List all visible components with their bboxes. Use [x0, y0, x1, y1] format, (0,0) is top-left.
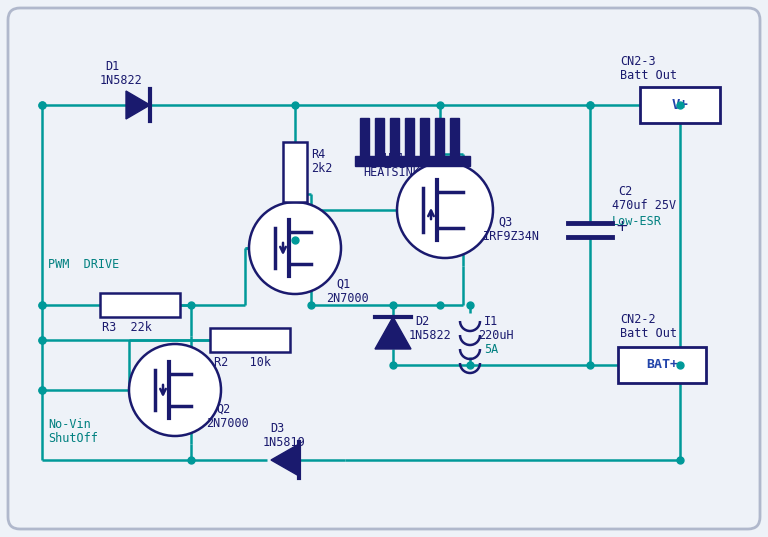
Text: PWM  DRIVE: PWM DRIVE	[48, 258, 119, 271]
Bar	[375, 118, 384, 156]
Text: ShutOff: ShutOff	[48, 432, 98, 445]
Text: 5A: 5A	[484, 343, 498, 356]
Text: Batt Out: Batt Out	[620, 69, 677, 82]
Bar	[283, 142, 307, 202]
Bar	[100, 293, 180, 317]
Text: Low-ESR: Low-ESR	[612, 215, 662, 228]
Text: 2k2: 2k2	[311, 162, 333, 175]
Text: 2N7000: 2N7000	[206, 417, 249, 430]
Text: +: +	[615, 219, 627, 234]
Polygon shape	[126, 91, 150, 119]
Text: Q2: Q2	[216, 403, 230, 416]
Text: Q1: Q1	[336, 278, 350, 291]
Text: 2N7000: 2N7000	[326, 292, 369, 305]
Text: D1: D1	[105, 60, 119, 73]
Text: 1N5819: 1N5819	[263, 436, 306, 449]
Text: D3: D3	[270, 422, 284, 435]
FancyBboxPatch shape	[8, 8, 760, 529]
Text: V+: V+	[672, 98, 688, 112]
Circle shape	[249, 202, 341, 294]
Text: No-Vin: No-Vin	[48, 418, 91, 431]
Text: HEATSINK: HEATSINK	[363, 166, 420, 179]
Polygon shape	[271, 444, 299, 476]
Bar	[355, 156, 470, 166]
Text: C2: C2	[618, 185, 632, 198]
Text: 1N5822: 1N5822	[100, 74, 143, 87]
Bar	[405, 118, 414, 156]
Text: Batt Out: Batt Out	[620, 327, 677, 340]
Polygon shape	[375, 317, 411, 349]
Bar	[210, 328, 290, 352]
Bar	[618, 347, 706, 383]
Bar	[360, 118, 369, 156]
Bar	[450, 118, 459, 156]
Text: I1: I1	[484, 315, 498, 328]
Text: 220uH: 220uH	[478, 329, 514, 342]
Text: R4: R4	[311, 148, 326, 161]
Text: 1N5822: 1N5822	[409, 329, 452, 342]
Text: IRF9Z34N: IRF9Z34N	[483, 230, 540, 243]
Text: D2: D2	[415, 315, 429, 328]
Text: R2   10k: R2 10k	[214, 356, 271, 369]
Bar	[435, 118, 444, 156]
Text: R3  22k: R3 22k	[102, 321, 152, 334]
Bar	[640, 87, 720, 123]
Text: BAT+: BAT+	[646, 359, 678, 372]
Text: CN2-2: CN2-2	[620, 313, 656, 326]
Bar	[420, 118, 429, 156]
Text: HS1: HS1	[383, 152, 405, 165]
Bar	[390, 118, 399, 156]
Text: 470uf 25V: 470uf 25V	[612, 199, 676, 212]
Text: CN2-3: CN2-3	[620, 55, 656, 68]
Circle shape	[397, 162, 493, 258]
Circle shape	[129, 344, 221, 436]
Text: Q3: Q3	[498, 216, 512, 229]
